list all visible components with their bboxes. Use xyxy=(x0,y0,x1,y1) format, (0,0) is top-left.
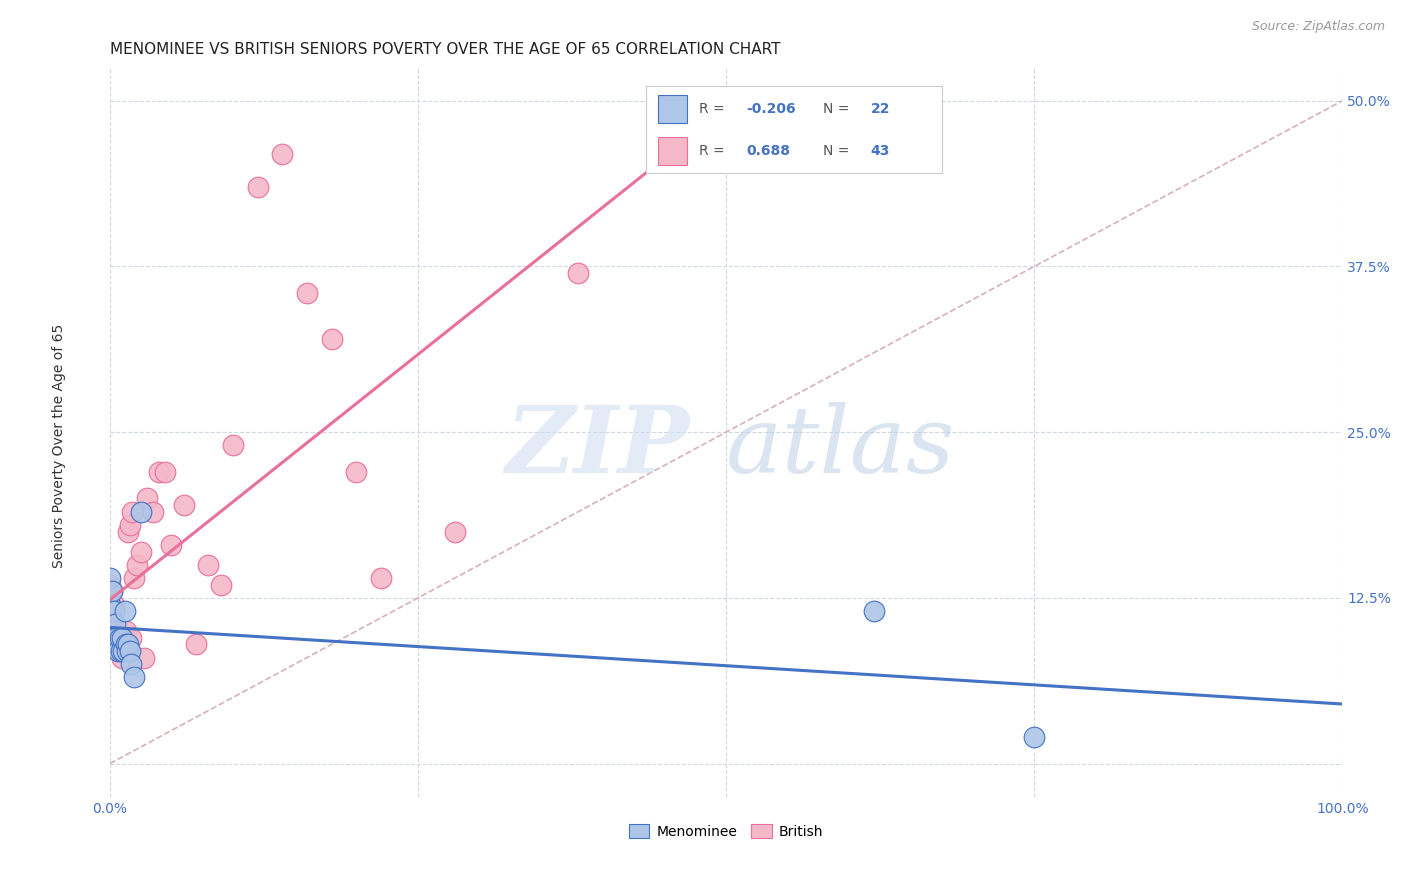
Point xyxy=(98,604,121,618)
Point xyxy=(120,657,142,672)
Point xyxy=(344,465,367,479)
Point xyxy=(114,637,136,651)
Point xyxy=(863,604,886,618)
Point xyxy=(142,505,165,519)
Point xyxy=(111,650,134,665)
Point xyxy=(124,670,146,684)
Point xyxy=(160,538,183,552)
Point xyxy=(114,604,136,618)
Point xyxy=(129,505,152,519)
Point xyxy=(112,637,135,651)
Point xyxy=(104,624,127,638)
Point xyxy=(197,558,219,572)
Point xyxy=(129,544,152,558)
Point xyxy=(125,558,148,572)
Point xyxy=(148,465,170,479)
Point xyxy=(117,637,139,651)
Point xyxy=(567,266,589,280)
Point xyxy=(121,505,143,519)
Point xyxy=(184,637,207,651)
Point xyxy=(246,180,269,194)
Point xyxy=(98,571,121,585)
Point xyxy=(117,524,139,539)
Point xyxy=(98,577,121,591)
Point xyxy=(115,644,138,658)
Point xyxy=(271,146,294,161)
Point xyxy=(103,598,125,612)
Point xyxy=(104,624,127,638)
Point xyxy=(103,604,125,618)
Legend: Menominee, British: Menominee, British xyxy=(623,819,830,845)
Point xyxy=(107,631,129,645)
Point xyxy=(678,94,700,108)
Point xyxy=(135,491,157,506)
Point xyxy=(111,631,134,645)
Point xyxy=(295,285,318,300)
Point xyxy=(108,637,131,651)
Point xyxy=(110,631,132,645)
Text: atlas: atlas xyxy=(725,401,956,491)
Point xyxy=(155,465,177,479)
Point xyxy=(101,584,124,599)
Point xyxy=(101,584,124,599)
Point xyxy=(444,524,467,539)
Point xyxy=(98,598,121,612)
Point xyxy=(173,498,195,512)
Point xyxy=(118,518,141,533)
Point xyxy=(115,637,138,651)
Point xyxy=(209,577,232,591)
Point xyxy=(115,624,138,638)
Point xyxy=(222,438,245,452)
Point xyxy=(112,644,135,658)
Point xyxy=(134,650,156,665)
Point xyxy=(321,332,343,346)
Point xyxy=(107,644,129,658)
Point xyxy=(108,631,131,645)
Point xyxy=(108,644,131,658)
Point xyxy=(120,631,142,645)
Point xyxy=(105,637,128,651)
Point xyxy=(104,631,127,645)
Point xyxy=(370,571,392,585)
Point xyxy=(115,644,138,658)
Point xyxy=(118,644,141,658)
Point xyxy=(110,644,132,658)
Text: MENOMINEE VS BRITISH SENIORS POVERTY OVER THE AGE OF 65 CORRELATION CHART: MENOMINEE VS BRITISH SENIORS POVERTY OVE… xyxy=(110,42,780,57)
Text: Source: ZipAtlas.com: Source: ZipAtlas.com xyxy=(1251,20,1385,33)
Point xyxy=(105,637,128,651)
Point xyxy=(104,617,127,632)
Point xyxy=(124,571,146,585)
Point xyxy=(1024,730,1046,744)
Text: Seniors Poverty Over the Age of 65: Seniors Poverty Over the Age of 65 xyxy=(52,324,66,568)
Text: ZIP: ZIP xyxy=(505,401,689,491)
